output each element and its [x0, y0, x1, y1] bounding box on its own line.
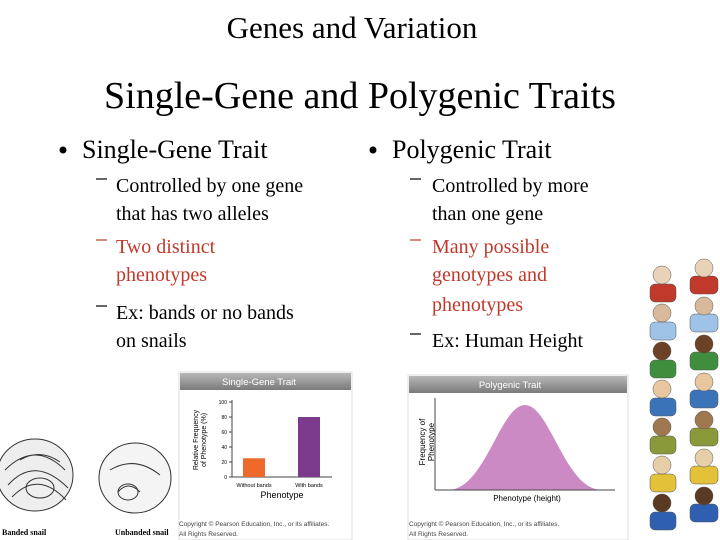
- copyright: All Rights Reserved.: [409, 531, 468, 538]
- y-tick-label: 0: [224, 475, 227, 481]
- y-axis-label: of Phenotype (%): [201, 413, 208, 467]
- snail-drawings: [0, 438, 172, 514]
- x-tick-label: Without bands: [236, 483, 271, 489]
- y-tick-label: 20: [221, 460, 227, 466]
- x-axis-label: Phenotype: [260, 490, 303, 500]
- sub-bullet: phenotypes: [116, 264, 207, 286]
- x-axis-label: Phenotype (height): [493, 494, 561, 503]
- y-axis-label: Frequency of: [418, 418, 427, 465]
- copyright: Copyright © Pearson Education, Inc., or …: [179, 520, 329, 528]
- sub-bullet: Controlled by one gene: [116, 175, 303, 197]
- sub-bullet: Ex: Human Height: [432, 330, 584, 352]
- y-axis-label: Phenotype: [427, 422, 436, 461]
- sub-bullet: Controlled by more: [432, 175, 589, 197]
- bullet: [59, 146, 67, 154]
- sub-bullet: Ex: bands or no bands: [116, 302, 294, 324]
- bullet-heading: Single-Gene Trait: [82, 135, 268, 164]
- bar: [298, 417, 320, 477]
- bar: [243, 458, 265, 477]
- copyright: Copyright © Pearson Education, Inc., or …: [409, 520, 559, 528]
- y-tick-label: 40: [221, 445, 227, 451]
- sub-bullet: Many possible: [432, 236, 549, 258]
- peg-people: [649, 258, 719, 531]
- snail-label: Banded snail: [2, 528, 47, 537]
- x-label-bg: [482, 492, 572, 504]
- sub-bullet: that has two alleles: [116, 203, 269, 225]
- chart-title: Single-Gene Trait: [222, 377, 296, 388]
- sub-bullet: than one gene: [432, 203, 543, 225]
- sub-bullet: phenotypes: [432, 294, 523, 316]
- slide-subtitle: Single-Gene and Polygenic Traits: [104, 75, 616, 117]
- chart-panel: [178, 371, 353, 540]
- chart-header: [180, 373, 351, 390]
- y-tick-label: 100: [219, 400, 228, 406]
- chart-header: [409, 376, 627, 393]
- bullet-heading: Polygenic Trait: [392, 135, 552, 164]
- snail-label: Unbanded snail: [115, 528, 169, 537]
- sub-bullet: Two distinct: [116, 236, 216, 258]
- chart-title: Polygenic Trait: [479, 380, 542, 391]
- y-axis-label: Relative Frequency: [193, 409, 200, 470]
- bell-curve: [448, 405, 602, 490]
- y-tick-label: 80: [221, 415, 227, 421]
- bullet: [369, 146, 377, 154]
- sub-bullet: on snails: [116, 330, 187, 352]
- x-tick-label: With bands: [295, 483, 323, 489]
- sub-bullet: genotypes and: [432, 264, 547, 286]
- slide-title: Genes and Variation: [227, 10, 478, 45]
- copyright: All Rights Reserved.: [179, 531, 238, 538]
- y-tick-label: 60: [221, 430, 227, 436]
